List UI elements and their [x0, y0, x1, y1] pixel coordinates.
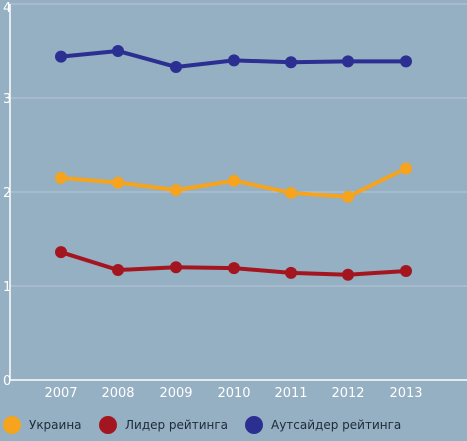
data-point [400, 264, 412, 277]
x-tick-label: 2009 [159, 386, 192, 401]
series-1 [55, 162, 412, 203]
x-tick-label: 2012 [331, 386, 364, 401]
legend-label: Аутсайдер рейтинга [271, 418, 401, 432]
axis-layer: 0 1 2 3 4 2007 2008 2009 2010 2011 2012 2013 [3, 1, 467, 401]
data-point [55, 246, 67, 259]
data-point [228, 54, 240, 67]
series-layer [55, 45, 412, 281]
data-point [342, 268, 354, 281]
data-point [228, 174, 240, 187]
data-point [400, 162, 412, 175]
y-tick-label: 3 [3, 92, 11, 107]
legend-marker [3, 416, 21, 434]
x-tick-label: 2011 [274, 386, 307, 401]
y-tick-label: 0 [3, 374, 11, 389]
data-point [112, 264, 124, 277]
y-tick-label: 2 [3, 186, 11, 201]
legend-label: Украина [29, 418, 82, 432]
legend-item: Украина [3, 416, 82, 434]
y-tick-label: 1 [3, 280, 11, 295]
data-point [285, 266, 297, 279]
legend-item: Лидер рейтинга [99, 416, 228, 434]
data-point [55, 50, 67, 63]
data-point [112, 176, 124, 189]
data-point [228, 262, 240, 275]
x-tick-label: 2010 [217, 386, 250, 401]
data-point [170, 60, 182, 73]
legend-label: Лидер рейтинга [125, 418, 228, 432]
data-point [170, 261, 182, 274]
legend-marker [99, 416, 117, 434]
data-point [170, 184, 182, 197]
data-point [342, 55, 354, 68]
data-point [285, 186, 297, 199]
data-point [285, 56, 297, 69]
x-tick-label: 2013 [389, 386, 422, 401]
legend-marker [245, 416, 263, 434]
data-point [55, 171, 67, 184]
y-tick-label: 4 [3, 1, 11, 16]
series-3 [55, 45, 412, 73]
data-point [400, 55, 412, 68]
data-point [112, 45, 124, 57]
x-tick-label: 2008 [101, 386, 134, 401]
legend-item: Аутсайдер рейтинга [245, 416, 401, 434]
series-2 [55, 246, 412, 281]
x-tick-label: 2007 [44, 386, 77, 401]
data-point [342, 190, 354, 203]
grid-layer [10, 3, 467, 287]
legend: Украина Лидер рейтинга Аутсайдер рейтинга [3, 416, 401, 434]
